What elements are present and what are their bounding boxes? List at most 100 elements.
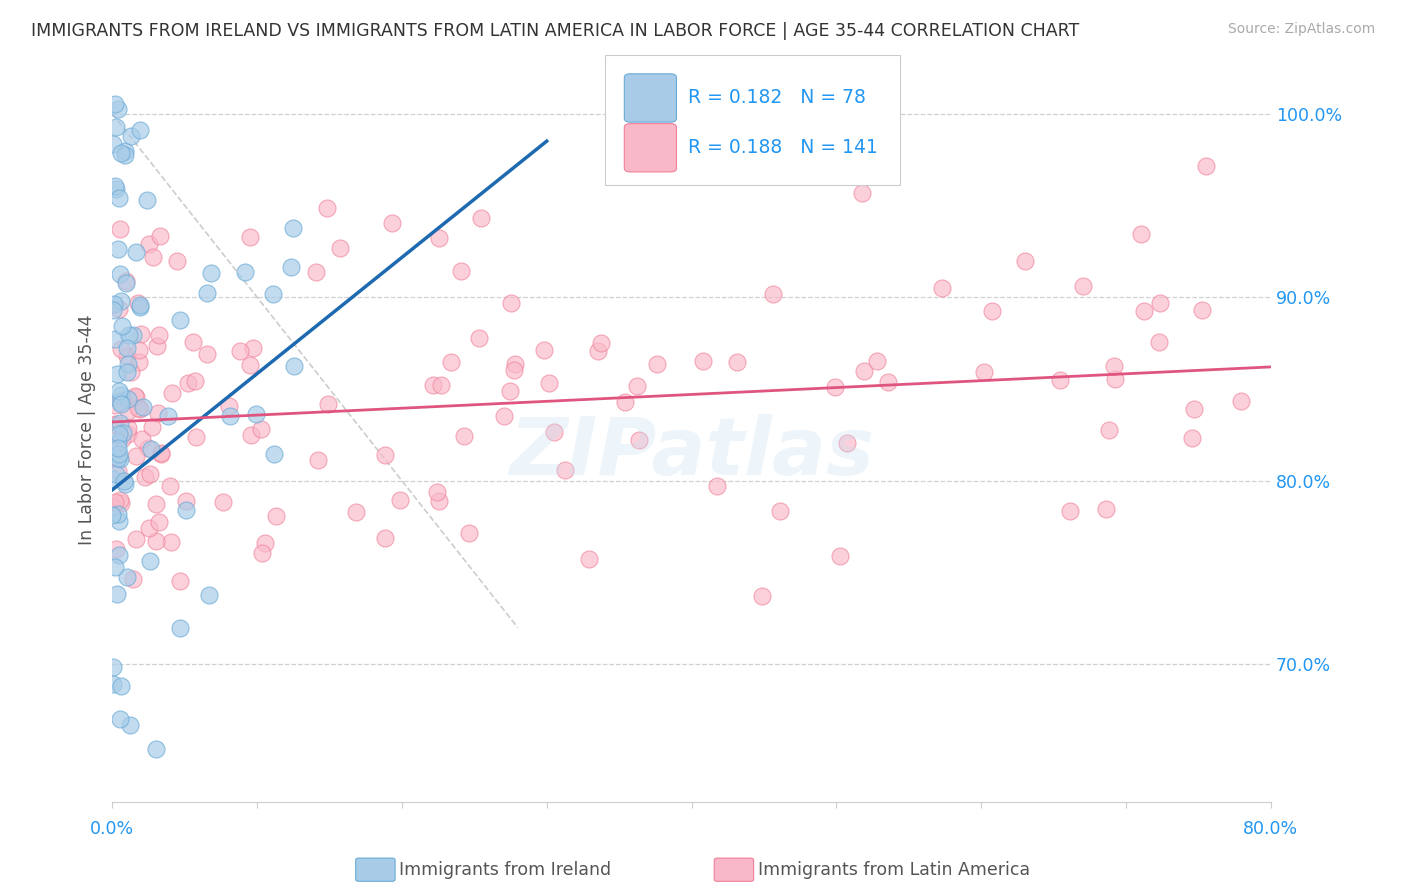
Point (554, 463, 576, 477)
Point (134, 470, 156, 484)
Point (538, 376, 561, 391)
Point (1049, 373, 1071, 387)
Text: 0.0%: 0.0% (90, 821, 135, 838)
Point (181, 335, 204, 350)
Point (108, 267, 131, 281)
Point (198, 588, 221, 602)
Point (1130, 227, 1153, 241)
Point (450, 264, 472, 278)
Point (837, 436, 859, 450)
Point (129, 123, 152, 137)
Point (1182, 401, 1205, 416)
Point (103, 297, 125, 311)
Point (1095, 502, 1118, 516)
Point (613, 394, 636, 409)
Point (727, 355, 749, 369)
Point (115, 342, 138, 356)
Point (239, 428, 262, 442)
Point (118, 718, 141, 732)
Point (101, 137, 124, 152)
Point (186, 430, 208, 444)
Point (128, 297, 150, 311)
Point (125, 390, 148, 404)
Point (183, 374, 205, 388)
Point (307, 453, 329, 467)
Point (160, 386, 183, 401)
Point (104, 494, 127, 508)
Point (111, 426, 134, 441)
Point (118, 327, 141, 342)
Point (176, 503, 198, 517)
Point (145, 534, 167, 549)
Point (543, 425, 565, 439)
Point (200, 267, 222, 281)
Text: ZIPatlas: ZIPatlas (509, 414, 875, 491)
Point (1098, 423, 1121, 437)
Point (645, 358, 668, 372)
Point (103, 559, 125, 574)
Point (195, 285, 218, 300)
Point (824, 380, 846, 394)
Point (980, 304, 1002, 318)
Point (107, 464, 129, 478)
Point (281, 220, 304, 235)
Point (146, 406, 169, 420)
Point (117, 426, 139, 441)
Point (104, 182, 127, 196)
Point (374, 448, 396, 462)
Point (149, 229, 172, 244)
Point (103, 418, 125, 433)
Point (104, 178, 127, 193)
Point (110, 145, 132, 160)
Point (127, 401, 149, 416)
Point (494, 409, 516, 424)
Point (136, 441, 159, 455)
Point (104, 417, 127, 431)
Point (499, 384, 522, 398)
Point (866, 354, 889, 368)
Point (115, 349, 138, 363)
Point (830, 549, 852, 563)
Point (374, 531, 396, 545)
Point (115, 275, 138, 289)
Point (586, 344, 609, 359)
Point (120, 365, 142, 379)
Point (101, 508, 124, 522)
Point (145, 742, 167, 756)
Point (138, 521, 160, 535)
Point (104, 97, 127, 112)
Point (235, 265, 257, 279)
Point (470, 211, 492, 225)
Text: R = 0.182   N = 78: R = 0.182 N = 78 (688, 88, 866, 107)
Point (304, 265, 326, 279)
Point (769, 503, 792, 517)
Point (218, 399, 240, 413)
Point (141, 420, 163, 434)
Point (877, 375, 900, 389)
Point (262, 287, 284, 301)
Point (177, 376, 200, 391)
Point (107, 435, 129, 450)
Point (242, 341, 264, 355)
Point (110, 712, 132, 726)
Y-axis label: In Labor Force | Age 35-44: In Labor Force | Age 35-44 (79, 315, 96, 546)
Point (329, 240, 352, 254)
Point (108, 426, 131, 441)
Point (104, 398, 127, 412)
Point (128, 343, 150, 357)
Point (430, 377, 453, 392)
Point (104, 467, 127, 482)
Point (124, 389, 146, 403)
Point (174, 494, 197, 508)
Point (169, 621, 191, 635)
Point (138, 467, 160, 481)
Point (973, 365, 995, 379)
Point (115, 570, 138, 584)
Point (1147, 334, 1170, 349)
Point (107, 446, 129, 460)
Point (111, 433, 134, 447)
Point (107, 442, 129, 456)
Text: Source: ZipAtlas.com: Source: ZipAtlas.com (1227, 22, 1375, 37)
FancyBboxPatch shape (605, 54, 900, 185)
Point (315, 201, 337, 215)
